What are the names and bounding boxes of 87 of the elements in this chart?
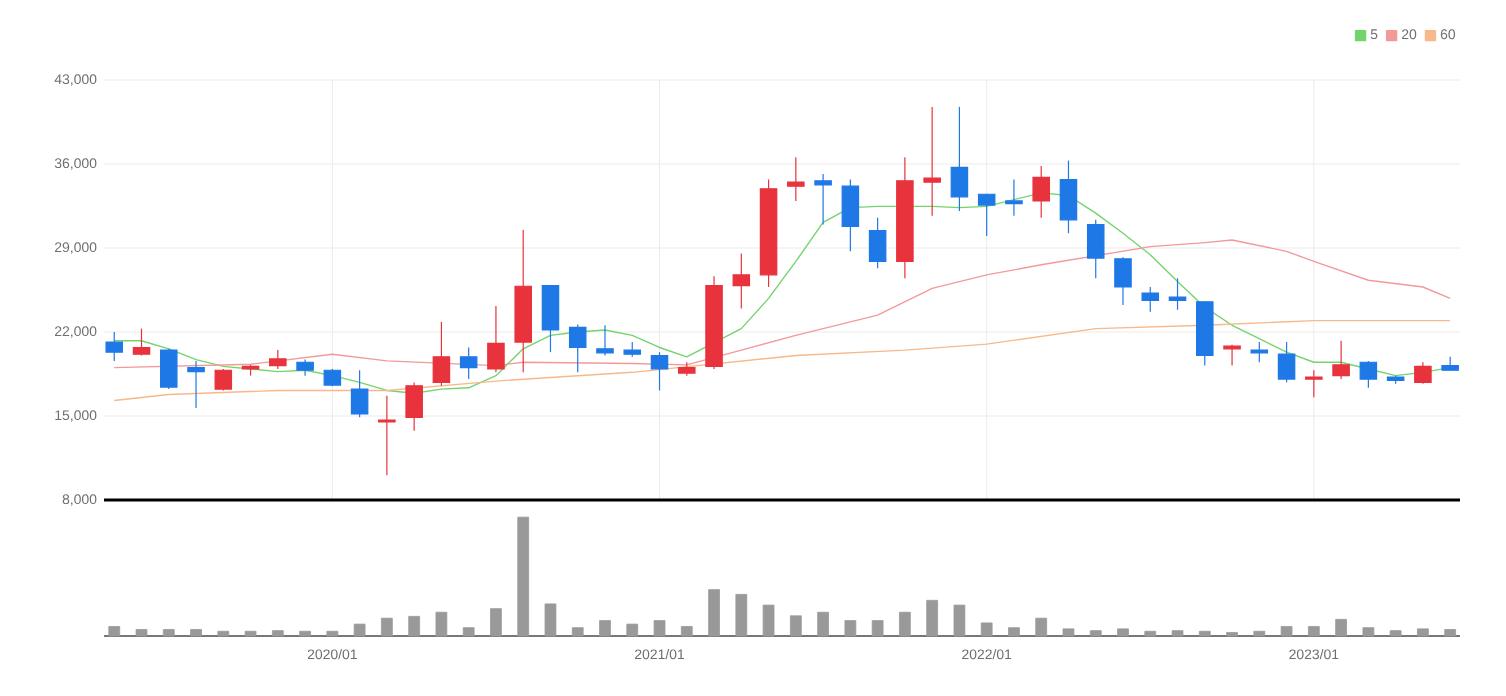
bar [571, 627, 584, 637]
bar [1417, 628, 1429, 637]
bar [162, 629, 175, 637]
bar [626, 623, 639, 637]
bar [817, 611, 829, 637]
bar [1171, 630, 1184, 637]
candlestick [159, 348, 178, 390]
candlestick [1250, 341, 1269, 363]
candlestick [868, 217, 887, 269]
bar [1089, 630, 1102, 637]
candlestick [541, 285, 560, 353]
candlestick [596, 324, 614, 357]
candlestick [977, 193, 996, 237]
bar [1389, 630, 1402, 637]
bar [1362, 627, 1375, 637]
bar [217, 630, 230, 637]
bar [1008, 627, 1020, 637]
candlestick [1005, 178, 1023, 217]
candlestick [1277, 341, 1296, 383]
candlestick [1332, 340, 1350, 380]
candlestick [405, 381, 423, 432]
candlestick [132, 328, 151, 357]
bar [1117, 628, 1129, 637]
bar [353, 623, 366, 637]
bar [462, 627, 475, 637]
bar [871, 620, 884, 637]
bar [1335, 618, 1347, 637]
candlestick [1305, 369, 1323, 398]
bar [599, 620, 611, 637]
bar [517, 516, 530, 637]
bar [1253, 630, 1266, 637]
candlestick [923, 106, 941, 217]
bar [1144, 630, 1157, 637]
line-series [113, 319, 1451, 402]
line-series [113, 239, 1451, 369]
bar [108, 626, 121, 637]
bar [789, 615, 802, 637]
candlestick [568, 323, 587, 373]
bar [735, 594, 748, 637]
candlestick [814, 173, 832, 226]
candlestick [350, 369, 369, 418]
candlestick [650, 351, 669, 392]
candlestick [1032, 165, 1050, 219]
bar [980, 622, 993, 637]
bar [1280, 626, 1293, 637]
candlestick [459, 346, 478, 380]
bar [1062, 628, 1075, 637]
candlestick [1059, 160, 1078, 234]
bar [490, 608, 502, 637]
bar [953, 604, 966, 637]
candlestick [1168, 277, 1187, 311]
candlestick [1086, 219, 1105, 279]
candlestick [787, 156, 805, 202]
bar [1307, 626, 1320, 637]
candlestick [1141, 286, 1160, 313]
bar [844, 620, 857, 637]
candlestick [841, 178, 860, 252]
bar [299, 630, 311, 637]
bar [708, 589, 720, 637]
candlestick [1359, 360, 1378, 389]
bar [1198, 630, 1211, 637]
candlestick [1414, 361, 1432, 385]
bar [1035, 617, 1048, 637]
candlestick [269, 349, 287, 370]
bar [190, 629, 202, 637]
bar [1444, 629, 1457, 637]
bar [408, 615, 420, 637]
candlestick [732, 252, 751, 310]
bar [762, 604, 775, 637]
bar [544, 603, 557, 637]
bar [435, 611, 448, 637]
bar [899, 611, 911, 637]
bar [326, 630, 339, 637]
candlestick [187, 360, 205, 409]
candlestick [487, 305, 505, 373]
candlestick [1114, 256, 1132, 306]
bar [680, 626, 693, 637]
bar [271, 630, 284, 637]
candlestick [105, 331, 124, 362]
candlestick [378, 395, 396, 476]
bar [926, 599, 938, 637]
bar [244, 630, 257, 637]
bar [135, 629, 148, 637]
bar [381, 617, 393, 637]
bar [653, 620, 666, 637]
candlestick [950, 106, 969, 212]
candlestick [432, 321, 451, 387]
